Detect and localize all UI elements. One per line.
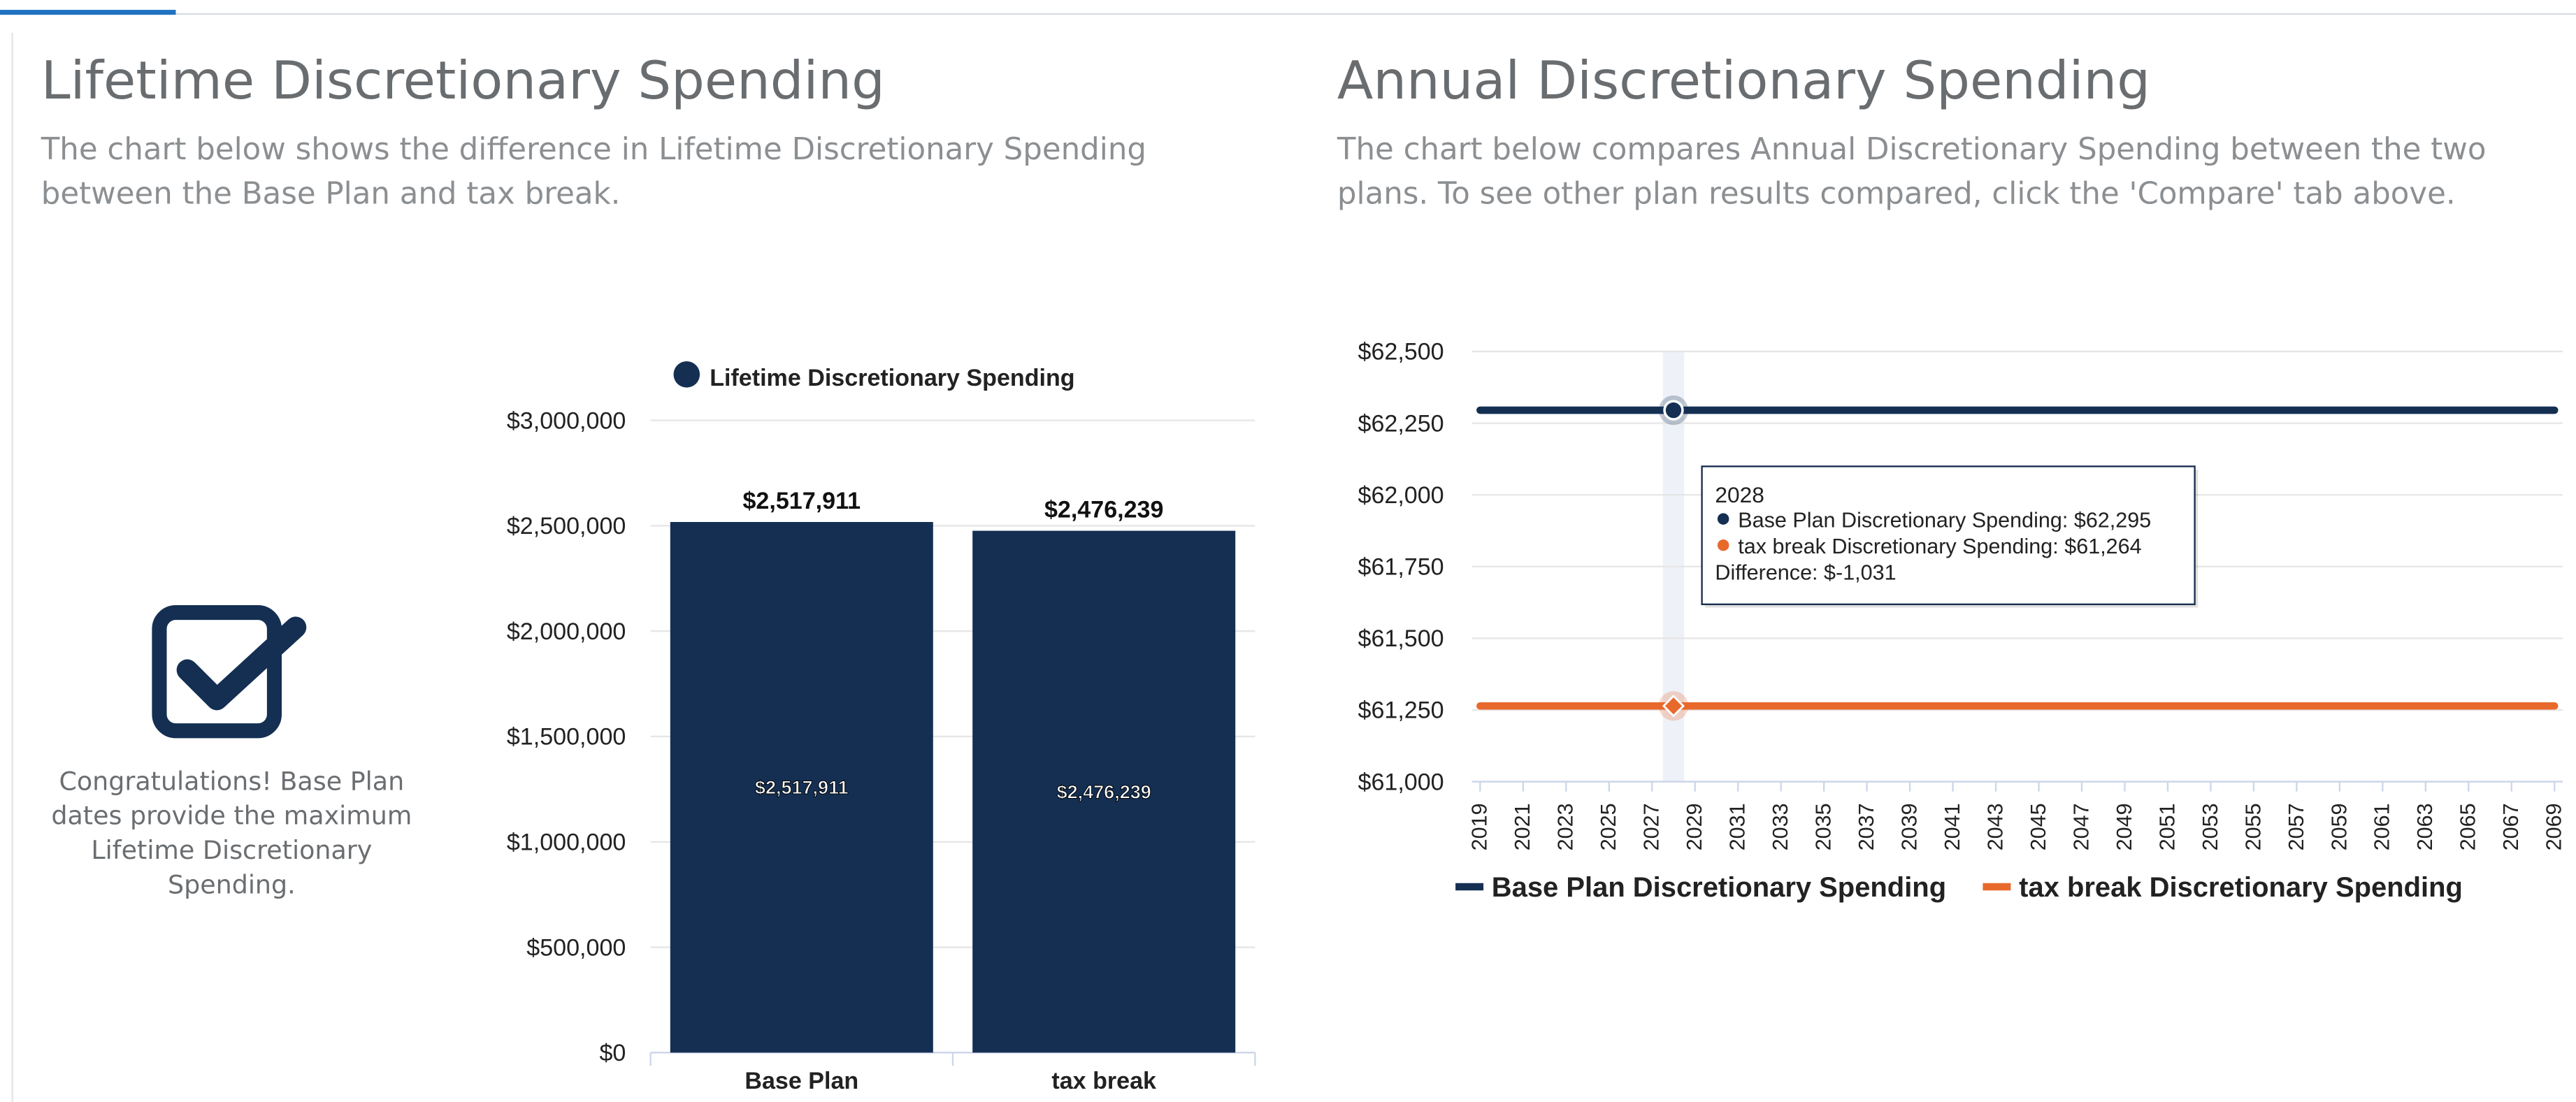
x-category-label: tax break <box>1051 1068 1156 1094</box>
y-tick-label: $61,750 <box>1358 553 1444 580</box>
tooltip-marker-tax-break <box>1717 539 1729 551</box>
tooltip-box <box>1701 465 2196 605</box>
tab-bar <box>0 0 2576 17</box>
x-tick-label: 2045 <box>2027 803 2050 850</box>
tooltip-line-tax-break: tax break Discretionary Spending: $61,26… <box>1738 535 2141 558</box>
checkbox-checked-icon <box>151 604 309 742</box>
lifetime-description: The chart below shows the difference in … <box>41 133 1147 212</box>
x-tick-label: 2053 <box>2199 803 2222 850</box>
bar-inner-label: $2,517,911 <box>755 777 849 798</box>
x-tick-label: 2025 <box>1597 803 1620 850</box>
tooltip-line-base-plan: Base Plan Discretionary Spending: $62,29… <box>1738 508 2151 532</box>
x-tick-label: 2069 <box>2542 803 2566 850</box>
x-tick-label: 2039 <box>1898 803 1922 850</box>
y-tick-label: $2,000,000 <box>507 618 626 645</box>
y-tick-label: $1,000,000 <box>507 829 626 856</box>
congrats-message: Congratulations! Base Plan dates provide… <box>51 767 412 900</box>
hover-point-tax-break <box>1662 695 1685 718</box>
x-tick-label: 2047 <box>2069 803 2093 850</box>
x-tick-label: 2051 <box>2155 803 2179 850</box>
bar <box>670 521 933 1053</box>
x-tick-label: 2037 <box>1855 803 1878 850</box>
y-tick-label: $62,250 <box>1358 410 1444 437</box>
y-tick-label: $0 <box>599 1040 626 1066</box>
x-tick-label: 2055 <box>2241 803 2265 850</box>
y-tick-label: $62,000 <box>1358 482 1444 509</box>
x-tick-label: 2021 <box>1511 803 1534 850</box>
tooltip-marker-base-plan <box>1717 513 1729 525</box>
x-tick-label: 2031 <box>1726 803 1750 850</box>
x-tick-label: 2063 <box>2413 803 2437 850</box>
bar <box>972 530 1236 1053</box>
legend-label-tax-break: tax break Discretionary Spending <box>2019 872 2463 903</box>
lifetime-title: Lifetime Discretionary Spending <box>41 49 885 112</box>
x-tick-label: 2065 <box>2456 803 2480 850</box>
x-tick-label: 2041 <box>1941 803 1964 850</box>
x-tick-label: 2019 <box>1468 803 1492 850</box>
y-tick-label: $61,250 <box>1358 697 1444 724</box>
tooltip-difference: Difference: $-1,031 <box>1715 561 1896 585</box>
x-tick-label: 2027 <box>1640 803 1664 850</box>
y-tick-label: $3,000,000 <box>507 407 626 434</box>
x-tick-label: 2043 <box>1983 803 2007 850</box>
tab-bar-divider <box>0 13 2576 15</box>
y-tick-label: $61,000 <box>1358 769 1444 795</box>
x-tick-label: 2035 <box>1812 803 1836 850</box>
active-tab-indicator[interactable] <box>0 10 176 15</box>
x-tick-label: 2023 <box>1554 803 1578 850</box>
annual-description: The chart below compares Annual Discreti… <box>1337 133 2487 212</box>
bar-value-label: $2,517,911 <box>742 488 861 514</box>
x-tick-label: 2057 <box>2284 803 2308 850</box>
x-tick-label: 2033 <box>1769 803 1792 850</box>
x-category-label: Base Plan <box>744 1068 858 1094</box>
y-tick-label: $62,500 <box>1358 339 1444 365</box>
annual-title: Annual Discretionary Spending <box>1337 49 2150 112</box>
y-tick-label: $2,500,000 <box>507 513 626 539</box>
x-tick-label: 2067 <box>2499 803 2523 850</box>
bar-inner-label: $2,476,239 <box>1057 781 1151 802</box>
legend-label-base-plan: Base Plan Discretionary Spending <box>1492 872 1946 903</box>
annual-line-chart: $61,000 $61,250 $61,500 $61,750 $62,000 $62,2… <box>1358 339 2566 903</box>
y-tick-label: $1,500,000 <box>507 724 626 751</box>
x-tick-label: 2059 <box>2327 803 2351 850</box>
x-tick-label: 2061 <box>2370 803 2394 850</box>
legend-marker <box>673 361 700 388</box>
tooltip-year: 2028 <box>1715 482 1764 507</box>
x-tick-label: 2029 <box>1683 803 1706 850</box>
y-tick-label: $61,500 <box>1358 625 1444 652</box>
lifetime-bar-chart: Lifetime Discretionary Spending $0 $500,00… <box>507 361 1256 1094</box>
y-tick-label: $500,000 <box>526 934 626 961</box>
hover-point-base-plan <box>1663 400 1684 421</box>
bar-value-label: $2,476,239 <box>1044 497 1163 523</box>
legend-label: Lifetime Discretionary Spending <box>710 365 1074 391</box>
x-tick-label: 2049 <box>2113 803 2136 850</box>
